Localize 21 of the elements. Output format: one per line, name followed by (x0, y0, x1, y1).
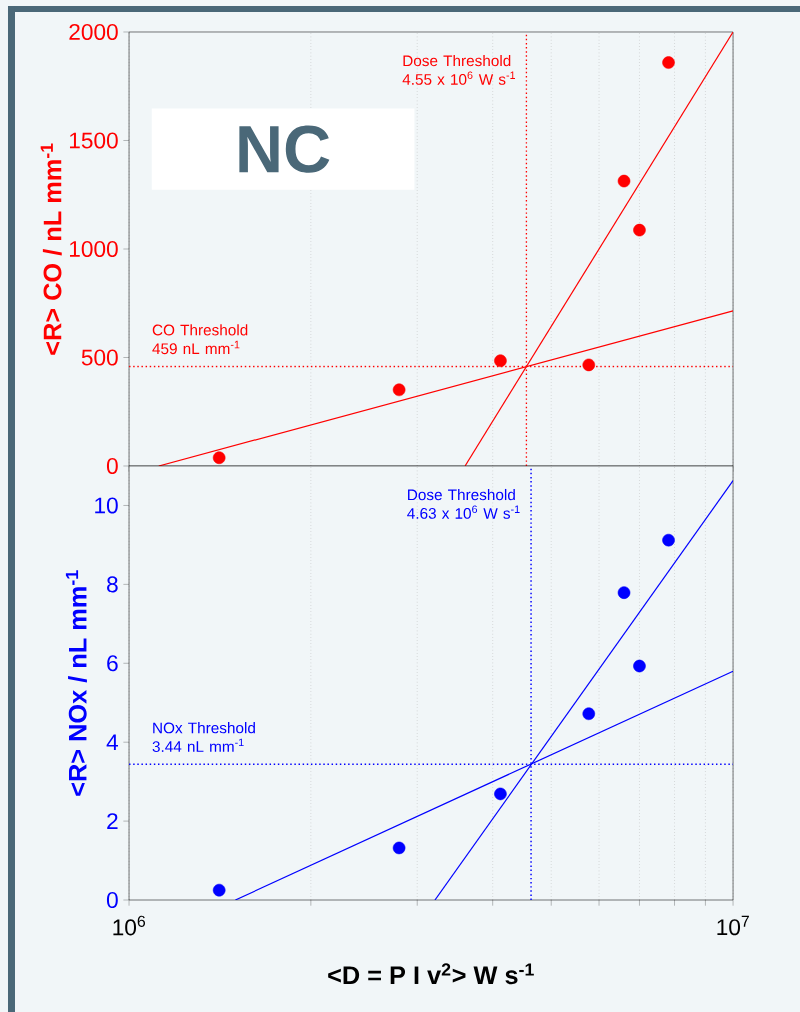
y-tick-label: 500 (81, 349, 118, 366)
y-tick-label: 8 (107, 576, 118, 593)
x-tick-label: 10$^{7}$ (717, 915, 749, 936)
x-tick-label: 10$^{6}$ (113, 915, 146, 936)
ref-line-label: CO Threshold 459 nL mm$^{-1}$ (152, 324, 248, 355)
ref-line-label: NOx Threshold 3.44 nL mm$^{-1}$ (152, 722, 255, 753)
y-tick-label: 4 (106, 734, 119, 750)
y-axis-title: <R> NOx / nL mm$^{-1}$ (65, 570, 87, 796)
y-tick-label: 1000 (69, 240, 118, 258)
y-tick-label: 0 (106, 457, 118, 475)
y-tick-label: 2000 (69, 23, 118, 41)
y-axis-title: <R> CO / nL mm$^{-1}$ (40, 143, 62, 355)
x-axis-title: <D = P I v$^{2}$> W s$^{-1}$ (328, 963, 534, 985)
y-tick-label: 10 (95, 497, 118, 514)
ref-line-label: Dose Threshold 4.55 x 10$^{6}$ W s$^{-1}$ (402, 54, 516, 85)
y-tick-label: 0 (106, 891, 118, 909)
annotation: NC (239, 125, 330, 173)
y-tick-label: 6 (107, 655, 118, 672)
y-tick-label: 1500 (69, 132, 118, 149)
y-tick-label: 2 (107, 813, 118, 830)
ref-line-label: Dose Threshold 4.63 x 10$^{6}$ W s$^{-1}$ (407, 488, 520, 519)
